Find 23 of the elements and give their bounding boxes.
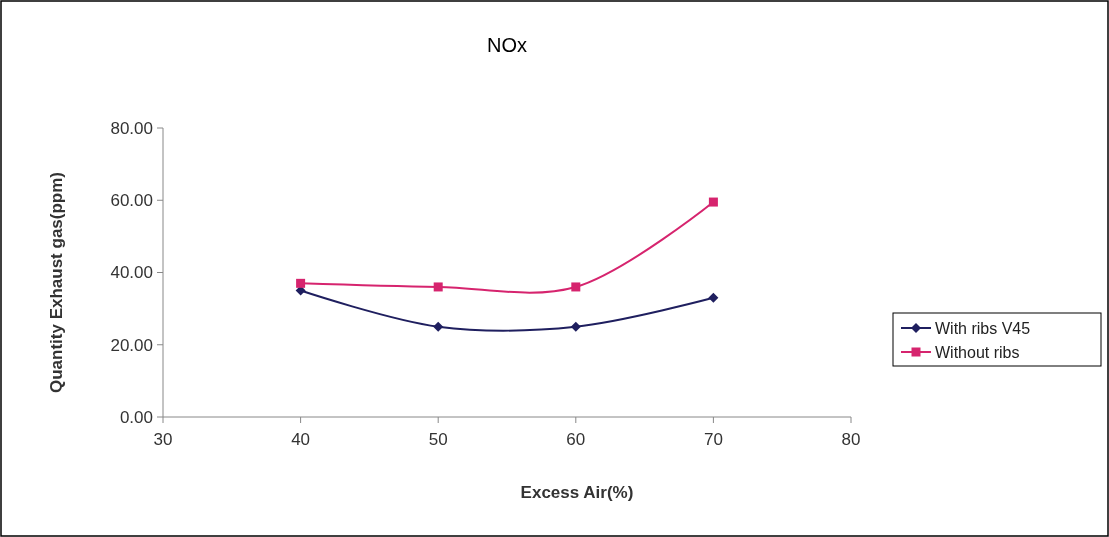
y-tick-label: 0.00 bbox=[119, 407, 153, 427]
x-tick-label: 30 bbox=[153, 430, 173, 449]
point bbox=[708, 197, 718, 207]
x-tick-label: 60 bbox=[566, 430, 586, 449]
x-tick-label: 70 bbox=[703, 430, 723, 449]
point bbox=[433, 282, 443, 292]
y-tick-label: 80.00 bbox=[110, 118, 153, 138]
x-tick-label: 40 bbox=[291, 430, 311, 449]
chart-title: NOx bbox=[487, 34, 527, 56]
point bbox=[570, 321, 581, 332]
y-tick-label: 20.00 bbox=[110, 335, 153, 355]
x-tick-label: 80 bbox=[841, 430, 861, 449]
y-tick-label: 60.00 bbox=[110, 191, 153, 211]
y-axis-title: Quantity Exhaust gas(ppm) bbox=[47, 171, 66, 394]
point bbox=[571, 282, 581, 292]
legend-label: Without ribs bbox=[935, 343, 1020, 361]
point bbox=[296, 278, 306, 288]
x-tick-label: 50 bbox=[428, 430, 448, 449]
x-axis-title: Excess Air(%) bbox=[520, 483, 634, 502]
legend-label: With ribs V45 bbox=[935, 319, 1031, 337]
y-tick-label: 40.00 bbox=[110, 263, 153, 283]
point bbox=[708, 292, 719, 303]
point bbox=[433, 321, 444, 332]
